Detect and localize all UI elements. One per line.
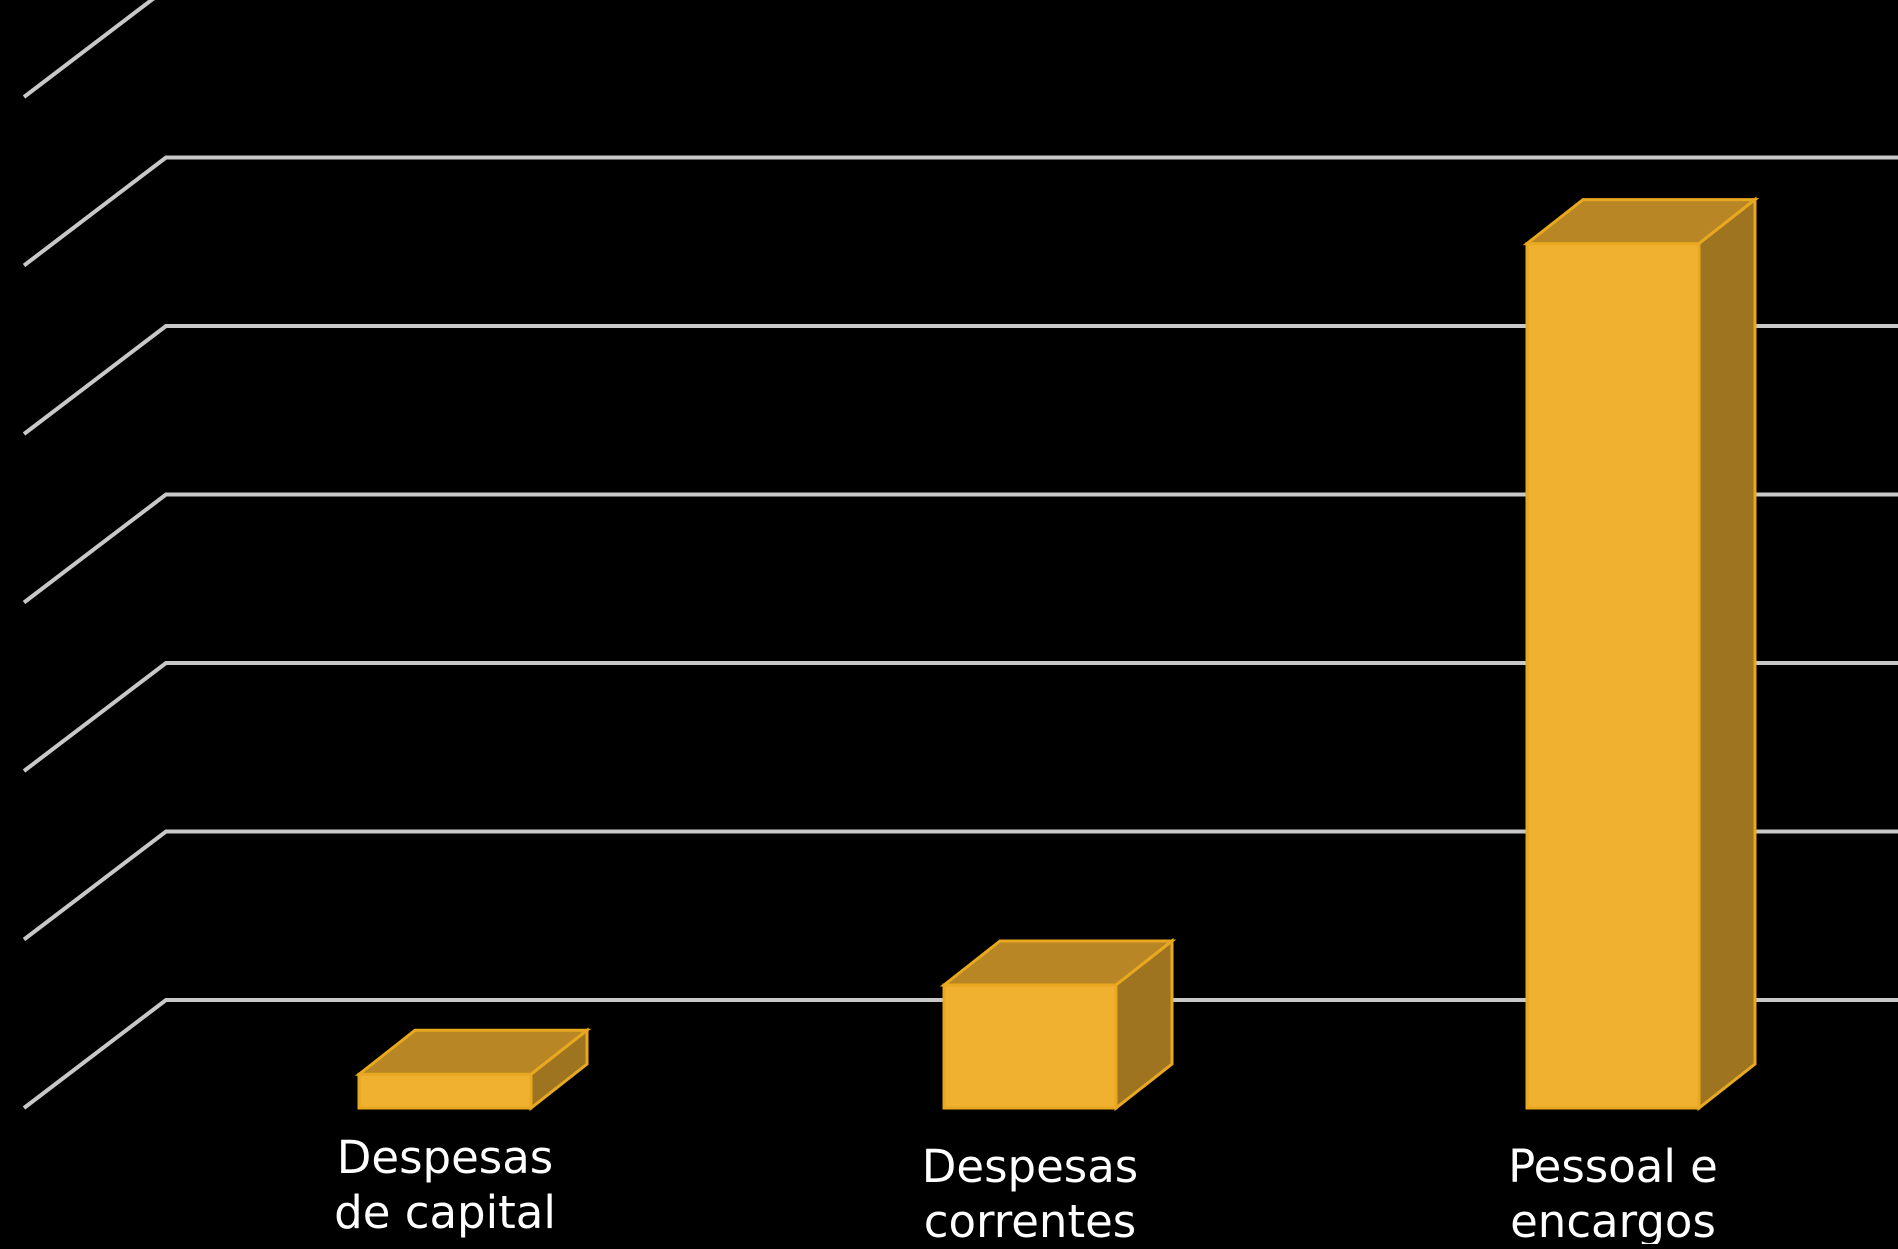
category-label: correntes [924,1195,1136,1244]
gridline [22,0,155,99]
gridline [22,324,1898,436]
bar [1522,196,1760,1112]
bar-side [529,1027,589,1112]
category-label: Pessoal e [1508,1140,1718,1193]
bar-side [1697,196,1757,1112]
category-label: encargos [1510,1195,1716,1244]
category-label: de capital [334,1186,556,1239]
bar [939,937,1177,1112]
gridline [22,155,1898,268]
gridline [22,998,1898,1110]
category-label: Despesas [337,1131,554,1184]
gridline [22,661,1898,773]
category-label: Despesas [922,1140,1139,1193]
bar-front [1525,242,1701,1110]
bar-front [357,1072,533,1110]
bar [354,1027,592,1112]
bar-side [1114,937,1174,1112]
gridline [22,492,1898,605]
bar-layer [354,196,1760,1112]
gridline [22,829,1898,942]
grid-layer [22,0,1898,1110]
bar-front [942,983,1118,1110]
